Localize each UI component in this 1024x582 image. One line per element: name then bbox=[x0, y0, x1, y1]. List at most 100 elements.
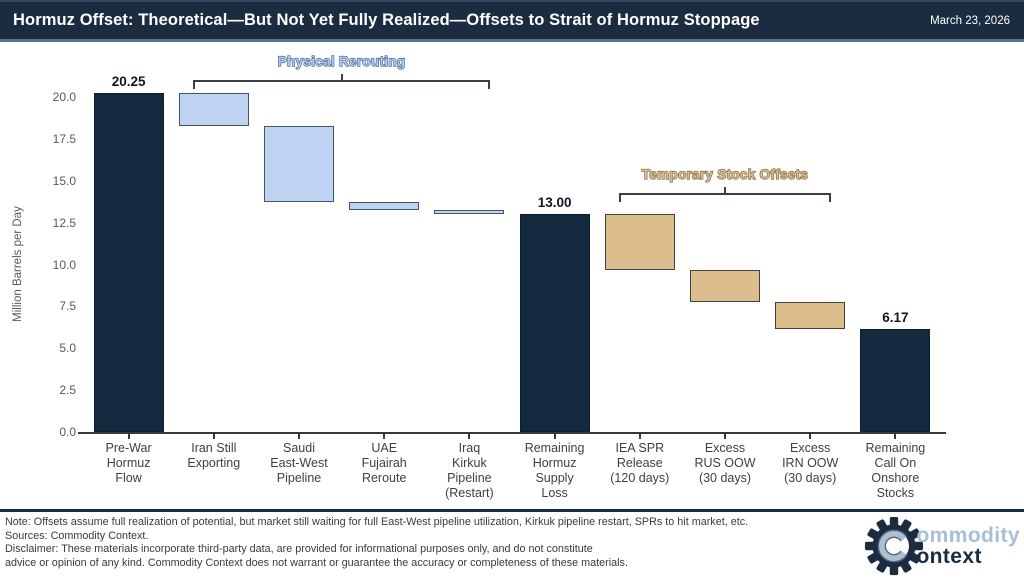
y-tick-2.5: 2.5 bbox=[59, 383, 76, 398]
category-label-iran-still-exporting: Iran Still Exporting bbox=[166, 441, 262, 471]
bar-remaining-call-on-onshore-stocks bbox=[860, 328, 931, 432]
category-label-line: Supply bbox=[535, 471, 574, 485]
x-tick bbox=[298, 434, 300, 439]
y-tick-10: 10.0 bbox=[52, 257, 76, 272]
category-label-line: Stocks bbox=[876, 486, 915, 500]
category-label-line: Kirkuk bbox=[452, 456, 487, 470]
waterfall-chart: Million Barrels per Day 0.0 2.5 5.0 7.5 10.0… bbox=[0, 42, 1024, 510]
bar-saudi-east-west-pipeline bbox=[264, 126, 334, 202]
y-tick-17.5: 17.5 bbox=[52, 131, 76, 146]
value-label-pre-war-hormuz-flow: 20.25 bbox=[111, 73, 146, 89]
logo-word-commodity: ommodity bbox=[916, 524, 1020, 547]
category-label-line: (Restart) bbox=[445, 486, 494, 500]
sources-line: Sources: Commodity Context. bbox=[5, 529, 149, 542]
y-tick-15: 15.0 bbox=[52, 173, 76, 188]
category-label-line: Fujairah bbox=[361, 456, 407, 470]
bar-iran-still-exporting bbox=[178, 92, 249, 127]
bracket-end-tick bbox=[829, 193, 832, 202]
value-label-remaining-call-on-onshore-stocks: 6.17 bbox=[882, 309, 909, 325]
x-tick bbox=[383, 434, 386, 439]
bar-excess-irn-oow-30-days bbox=[775, 301, 846, 329]
y-tick-20: 20.0 bbox=[52, 90, 76, 104]
bracket-end-tick bbox=[618, 193, 621, 202]
category-label-line: (120 days) bbox=[610, 471, 670, 485]
bracket-line-temporary-stock-offsets bbox=[618, 193, 832, 195]
category-label-remaining-hormuz-supply-loss: Remaining Hormuz Supply Loss bbox=[507, 441, 603, 501]
bracket-center-tick bbox=[724, 187, 726, 193]
commodity-context-logo: ommodity ontext bbox=[864, 516, 1020, 576]
category-label-line: Reroute bbox=[361, 471, 407, 485]
logo-word-context: ontext bbox=[916, 545, 982, 568]
gear-c-icon bbox=[865, 516, 924, 576]
category-label-line: Excess bbox=[704, 441, 746, 455]
category-label-iea-spr-release-120-days: IEA SPR Release (120 days) bbox=[592, 441, 688, 486]
category-label-uae-fujairah-reroute: UAE Fujairah Reroute bbox=[336, 441, 432, 486]
bar-excess-rus-oow-30-days bbox=[690, 270, 760, 302]
disclaimer-line: Disclaimer: These materials incorporate … bbox=[5, 543, 593, 555]
x-tick bbox=[809, 434, 812, 439]
category-label-line: East-West bbox=[270, 456, 328, 470]
category-label-saudi-east-west-pipeline: Saudi East-West Pipeline bbox=[251, 441, 347, 486]
disclaimer-line-2: advice or opinion of any kind. Commodity… bbox=[5, 556, 628, 569]
x-tick bbox=[638, 434, 641, 439]
bracket-end-tick bbox=[192, 80, 195, 89]
value-label-remaining-hormuz-supply-loss: 13.00 bbox=[537, 195, 572, 211]
x-tick bbox=[212, 434, 215, 439]
header-date: March 23, 2026 bbox=[930, 14, 1010, 27]
note-line: Note: Offsets assume full realization of… bbox=[5, 516, 749, 528]
category-label-line: Hormuz bbox=[106, 456, 151, 470]
category-label-line: Release bbox=[616, 456, 663, 470]
category-label-excess-irn-oow-30-days: Excess IRN OOW (30 days) bbox=[762, 441, 858, 486]
category-label-remaining-call-on-onshore-stocks: Remaining Call On Onshore Stocks bbox=[847, 441, 943, 501]
x-tick bbox=[127, 434, 130, 439]
category-label-line: RUS OOW bbox=[694, 456, 756, 470]
category-label-line: Hormuz bbox=[532, 456, 577, 470]
category-label-line: Pre-War bbox=[105, 441, 152, 455]
category-label-excess-rus-oow-30-days: Excess RUS OOW (30 days) bbox=[677, 441, 773, 486]
category-label-iraq-kirkuk-pipeline-restart: Iraq Kirkuk Pipeline (Restart) bbox=[421, 441, 517, 501]
bar-remaining-hormuz-supply-loss bbox=[519, 214, 590, 432]
y-axis-title: Million Barrels per Day bbox=[12, 206, 24, 322]
footer-divider bbox=[0, 509, 1024, 512]
category-label-line: Loss bbox=[541, 486, 568, 500]
category-label-line: IRN OOW bbox=[782, 456, 839, 470]
bracket-center-tick bbox=[340, 74, 343, 80]
y-tick-5: 5.0 bbox=[59, 341, 76, 356]
category-label-line: Pipeline bbox=[447, 471, 492, 485]
category-label-line: Onshore bbox=[871, 471, 920, 485]
y-tick-0: 0.0 bbox=[59, 425, 76, 439]
footer-notes: Note: Offsets assume full realization of… bbox=[5, 516, 748, 570]
x-tick bbox=[553, 434, 556, 439]
category-label-line: Iraq bbox=[458, 441, 481, 455]
category-label-line: Remaining bbox=[524, 441, 585, 455]
bar-uae-fujairah-reroute bbox=[349, 201, 420, 211]
y-tick-7.5: 7.5 bbox=[59, 299, 76, 314]
bracket-label-physical-rerouting: Physical Rerouting bbox=[277, 53, 406, 69]
category-label-line: Remaining bbox=[865, 441, 926, 455]
bracket-line-physical-rerouting bbox=[192, 80, 491, 82]
category-label-line: Excess bbox=[790, 441, 831, 455]
category-label-line: Flow bbox=[115, 471, 142, 485]
category-label-line: (30 days) bbox=[698, 471, 752, 485]
category-label-line: Exporting bbox=[187, 456, 241, 470]
x-tick bbox=[724, 434, 726, 439]
bracket-end-tick bbox=[488, 80, 491, 89]
category-label-line: Iran Still bbox=[191, 441, 237, 455]
bar-iraq-kirkuk-pipeline-restart bbox=[434, 210, 505, 215]
category-label-line: Pipeline bbox=[276, 471, 322, 485]
category-label-line: IEA SPR bbox=[615, 441, 665, 455]
page-title: Hormuz Offset: Theoretical—But Not Yet F… bbox=[13, 11, 760, 29]
header-bar: Hormuz Offset: Theoretical—But Not Yet F… bbox=[0, 0, 1024, 42]
category-label-pre-war-hormuz-flow: Pre-War Hormuz Flow bbox=[81, 441, 177, 486]
x-tick bbox=[894, 434, 897, 439]
category-label-line: (30 days) bbox=[784, 471, 837, 485]
x-tick bbox=[468, 434, 471, 439]
bracket-label-temporary-stock-offsets: Temporary Stock Offsets bbox=[641, 166, 809, 182]
x-axis-line bbox=[78, 432, 946, 434]
logo-wordmark: ommodity ontext bbox=[916, 525, 1020, 567]
category-label-line: Call On bbox=[874, 456, 917, 470]
bar-iea-spr-release-120-days bbox=[604, 214, 675, 271]
y-tick-12.5: 12.5 bbox=[52, 215, 76, 230]
category-label-line: Saudi bbox=[283, 441, 315, 455]
